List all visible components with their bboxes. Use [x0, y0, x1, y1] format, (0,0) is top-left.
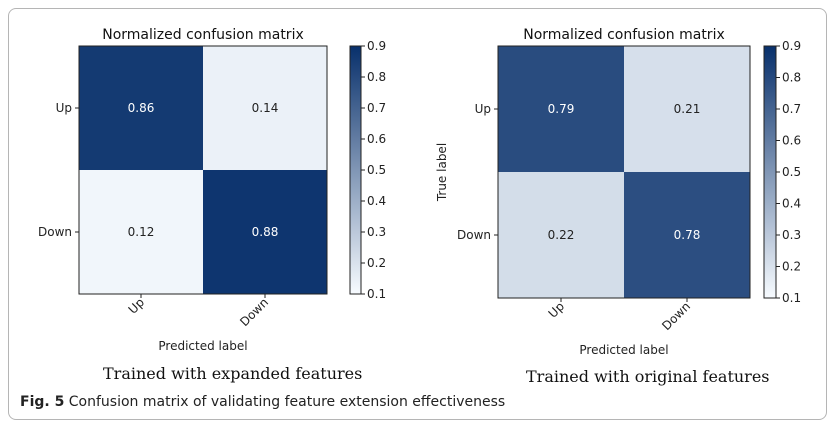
colorbar-tick-label: 0.7 — [782, 102, 801, 116]
cell-value-label: 0.78 — [674, 228, 701, 242]
y-tick-label: Down — [457, 228, 491, 242]
colorbar-tick-label: 0.5 — [782, 165, 801, 179]
matrix-cell — [203, 46, 327, 170]
figure-frame — [8, 8, 827, 420]
colorbar-tick-label: 0.3 — [782, 228, 801, 242]
colorbar-tick-label: 0.9 — [367, 39, 386, 53]
matrix-cell — [498, 46, 624, 172]
colorbar-tick-label: 0.6 — [782, 134, 801, 148]
colorbar-tick-label: 0.8 — [367, 70, 386, 84]
x-tick-label: Down — [659, 299, 693, 333]
y-tick-label: Down — [38, 225, 72, 239]
matrix-cell — [624, 46, 750, 172]
colorbar-tick-label: 0.5 — [367, 163, 386, 177]
cell-value-label: 0.14 — [252, 101, 279, 115]
cell-value-label: 0.21 — [674, 102, 701, 116]
x-tick-label: Down — [237, 295, 271, 329]
x-tick-label: Up — [126, 295, 148, 317]
x-tick-label: Up — [546, 299, 568, 321]
colorbar-tick-label: 0.1 — [782, 291, 801, 305]
matrix-cell — [203, 170, 327, 294]
subcaption-original: Trained with original features — [526, 367, 770, 386]
x-axis-label: Predicted label — [158, 339, 247, 353]
matrix-border — [78, 45, 328, 295]
chart-title: Normalized confusion matrix — [523, 27, 725, 43]
colorbar-tick-label: 0.7 — [367, 101, 386, 115]
chart-title: Normalized confusion matrix — [102, 27, 304, 43]
colorbar-tick-label: 0.1 — [367, 287, 386, 301]
y-tick-label: Up — [475, 102, 491, 116]
cell-value-label: 0.86 — [128, 101, 155, 115]
colorbar — [349, 45, 362, 295]
colorbar-tick-label: 0.2 — [782, 260, 801, 274]
confusion-matrix-expanded: Normalized confusion matrix 0.86 0.14 0.12 0… — [38, 27, 386, 353]
colorbar-tick-label: 0.4 — [782, 197, 801, 211]
colorbar-tick-label: 0.8 — [782, 71, 801, 85]
matrix-cell — [79, 46, 203, 170]
matrix-border — [497, 45, 751, 299]
cell-value-label: 0.79 — [548, 102, 575, 116]
colorbar-tick-label: 0.4 — [367, 194, 386, 208]
colorbar-tick-label: 0.2 — [367, 256, 386, 270]
figure-caption-label: Fig. 5 — [20, 394, 65, 410]
colorbar-tick-label: 0.6 — [367, 132, 386, 146]
figure-caption-text: Confusion matrix of validating feature e… — [68, 394, 506, 410]
cell-value-label: 0.22 — [548, 228, 575, 242]
subcaption-expanded: Trained with expanded features — [103, 364, 363, 383]
confusion-matrix-original: Normalized confusion matrix 0.79 0.21 0.22 0… — [435, 27, 801, 357]
figure-caption: Fig. 5 Confusion matrix of validating fe… — [20, 394, 505, 410]
y-tick-label: Up — [56, 101, 72, 115]
cell-value-label: 0.88 — [252, 225, 279, 239]
y-axis-label: True label — [435, 143, 449, 202]
colorbar-tick-label: 0.9 — [782, 39, 801, 53]
colorbar — [763, 45, 777, 299]
cell-value-label: 0.12 — [128, 225, 155, 239]
matrix-cell — [498, 172, 624, 298]
matrix-cell — [79, 170, 203, 294]
matrix-cell — [624, 172, 750, 298]
colorbar-tick-label: 0.3 — [367, 225, 386, 239]
x-axis-label: Predicted label — [579, 343, 668, 357]
